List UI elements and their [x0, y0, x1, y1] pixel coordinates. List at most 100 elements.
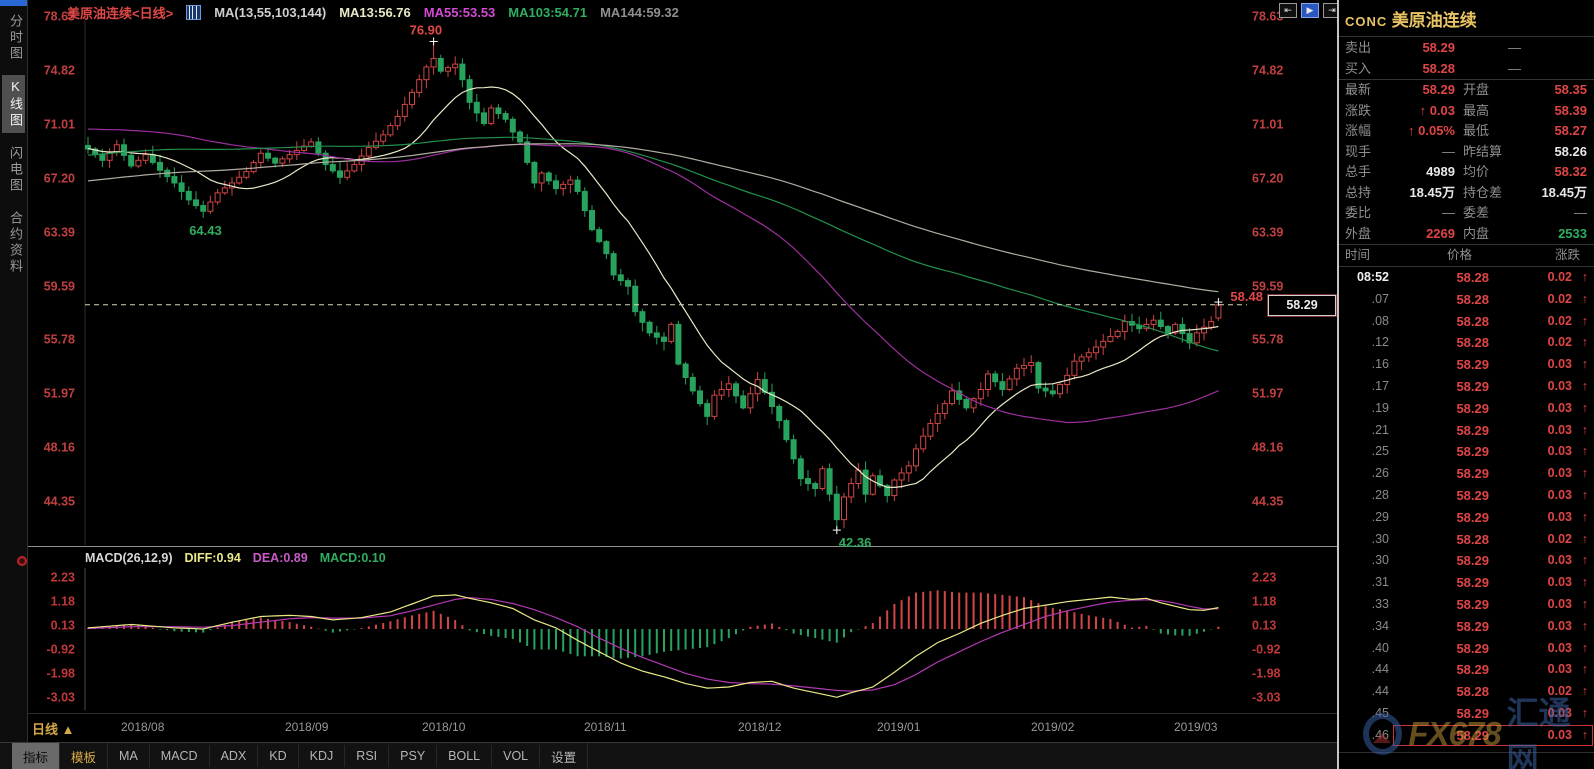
- tick-change: 0.03: [1547, 705, 1572, 720]
- tab-指标[interactable]: 指标: [12, 742, 61, 769]
- sidebar-item-闪电图[interactable]: 闪电图: [8, 146, 23, 194]
- col-time: 时间: [1345, 248, 1371, 262]
- tab-RSI[interactable]: RSI: [345, 745, 390, 767]
- tab-KD[interactable]: KD: [258, 745, 299, 767]
- svg-text:-0.92: -0.92: [1252, 642, 1281, 656]
- sidebar-item-分时图[interactable]: 分时图: [8, 14, 23, 62]
- tick-change: 0.03: [1547, 662, 1572, 677]
- tab-设置[interactable]: 设置: [540, 742, 589, 769]
- tick-row: .19 58.29 0.03 ↑: [1339, 398, 1594, 420]
- indicator-dot-icon: [17, 556, 27, 566]
- ma103-value: MA103:54.71: [508, 5, 588, 20]
- macd-header: MACD(26,12,9) DIFF:0.94 DEA:0.89 MACD:0.…: [85, 551, 386, 565]
- quote-label: 最新: [1345, 82, 1372, 97]
- arrow-up-icon: ↑: [1581, 466, 1588, 481]
- tab-PSY[interactable]: PSY: [389, 745, 438, 767]
- tick-row: .17 58.29 0.03 ↑: [1339, 376, 1594, 398]
- tab-ADX[interactable]: ADX: [210, 745, 259, 767]
- svg-text:59.59: 59.59: [1252, 279, 1283, 293]
- quote-value: 18.45万: [1541, 184, 1587, 200]
- tick-change: 0.02: [1547, 313, 1572, 328]
- arrow-up-icon: ↑: [1581, 684, 1588, 699]
- quote-value: 2533: [1558, 225, 1587, 241]
- quote-value: —: [1442, 205, 1455, 220]
- tick-price: 58.29: [1456, 487, 1489, 503]
- svg-text:64.43: 64.43: [189, 223, 222, 238]
- tick-change: 0.02: [1547, 684, 1572, 699]
- tick-price: 58.29: [1456, 705, 1489, 721]
- svg-text:-3.03: -3.03: [1252, 690, 1281, 704]
- order-extra: —: [1508, 61, 1521, 76]
- arrow-up-icon: ↑: [1581, 553, 1588, 568]
- tick-price: 58.29: [1456, 618, 1489, 634]
- quote-row: 总手 4989 均价 58.32: [1339, 162, 1594, 183]
- sidebar-item-K线图[interactable]: K线图: [2, 75, 25, 133]
- tick-change: 0.03: [1547, 378, 1572, 393]
- quote-panel: CONC 美原油连续 卖出 58.29 — 买入 58.28 — 最新 58.29 开盘 58.…: [1339, 0, 1594, 769]
- svg-text:74.82: 74.82: [44, 63, 75, 77]
- tick-time: .45: [1371, 705, 1389, 720]
- dea-value: DEA:0.89: [252, 551, 308, 565]
- tick-change: 0.02: [1547, 531, 1572, 546]
- tick-time: .40: [1371, 640, 1389, 655]
- tick-change: 0.02: [1547, 270, 1572, 284]
- tick-time: .44: [1371, 684, 1389, 699]
- svg-text:-1.98: -1.98: [47, 666, 76, 680]
- quote-label: 外盘: [1345, 225, 1372, 241]
- scroll-left-icon[interactable]: ⇤: [1279, 3, 1297, 18]
- kline-icon[interactable]: [186, 5, 202, 20]
- tab-MA[interactable]: MA: [108, 745, 150, 767]
- sidebar-item-合约资料[interactable]: 合约资料: [8, 211, 23, 275]
- tick-change: 0.03: [1547, 727, 1572, 742]
- svg-text:55.78: 55.78: [44, 332, 75, 346]
- quote-row: 外盘 2269 内盘 2533: [1339, 224, 1594, 245]
- axis-divider: [27, 713, 1337, 714]
- tab-MACD[interactable]: MACD: [150, 745, 210, 767]
- arrow-up-icon: ↑: [1581, 335, 1588, 350]
- month-label: 2018/11: [584, 720, 627, 734]
- tick-price: 58.28: [1456, 291, 1489, 307]
- tick-price: 58.29: [1456, 575, 1489, 591]
- ma-params-label: MA(13,55,103,144): [214, 5, 327, 20]
- svg-text:58.48: 58.48: [1230, 289, 1263, 304]
- arrow-up-icon: ↑: [1581, 531, 1588, 546]
- tab-VOL[interactable]: VOL: [492, 745, 541, 767]
- tick-price: 58.29: [1456, 400, 1489, 416]
- month-label: 2018/08: [121, 720, 165, 734]
- svg-text:0.13: 0.13: [1252, 618, 1276, 632]
- tick-time: .08: [1371, 313, 1389, 328]
- svg-text:-3.03: -3.03: [47, 690, 76, 704]
- col-change: 涨跌: [1554, 248, 1580, 262]
- tick-time: .28: [1371, 487, 1389, 502]
- quote-value: 2269: [1426, 225, 1455, 241]
- quote-row: 现手 — 昨结算 58.26: [1339, 142, 1594, 163]
- tick-row: .30 58.29 0.03 ↑: [1339, 550, 1594, 572]
- tick-price: 58.29: [1456, 727, 1489, 743]
- month-label: 2019/03: [1174, 720, 1218, 734]
- period-selector[interactable]: 日线 ▲: [32, 722, 75, 737]
- arrow-up-icon: ↑: [1581, 487, 1588, 502]
- arrow-up-icon: ↑: [1581, 509, 1588, 524]
- autoplay-icon[interactable]: ▶: [1301, 3, 1319, 18]
- tab-KDJ[interactable]: KDJ: [299, 745, 346, 767]
- tab-模板[interactable]: 模板: [60, 742, 109, 769]
- tick-price: 58.28: [1456, 270, 1489, 285]
- svg-text:55.78: 55.78: [1252, 332, 1283, 346]
- quote-value: 4989: [1426, 164, 1455, 179]
- svg-text:78.63: 78.63: [44, 9, 75, 23]
- svg-text:2.23: 2.23: [1252, 570, 1276, 584]
- arrow-up-icon: ↑: [1581, 662, 1588, 677]
- tick-time: .30: [1371, 531, 1389, 546]
- tick-row: .26 58.29 0.03 ↑: [1339, 463, 1594, 485]
- quote-value: —: [1442, 143, 1455, 159]
- quote-label: 最低: [1463, 123, 1490, 138]
- symbol-title: 美原油连续<日线>: [67, 6, 174, 21]
- quote-row: 委比 — 委差 —: [1339, 203, 1594, 224]
- month-label: 2019/01: [877, 720, 921, 734]
- arrow-up-icon: ↑: [1581, 618, 1588, 633]
- tick-price: 58.29: [1456, 378, 1489, 394]
- indicator-toolbar: 指标 模板 MA MACD ADX KD KDJ RSI PSY BOLL VOL 设置: [0, 742, 1337, 769]
- tick-price: 58.29: [1456, 553, 1489, 569]
- quote-value: 58.29: [1422, 82, 1455, 97]
- tab-BOLL[interactable]: BOLL: [437, 745, 493, 767]
